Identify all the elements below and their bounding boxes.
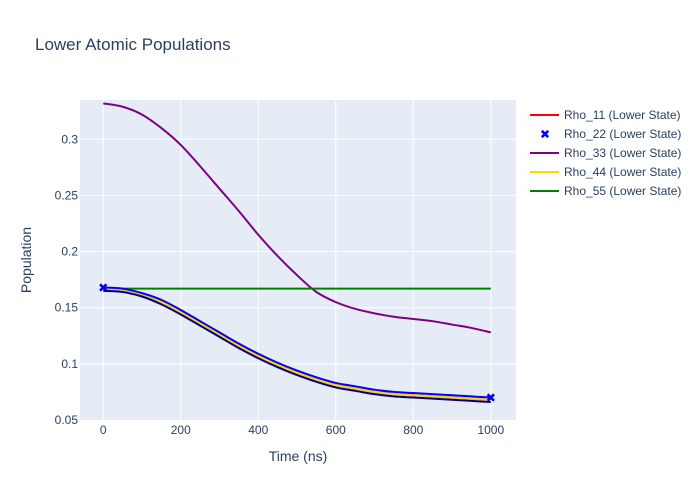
series-line-3: [103, 287, 491, 401]
legend-marker-icon: [540, 129, 550, 139]
legend-item-1[interactable]: Rho_22 (Lower State): [540, 127, 682, 141]
series-line-5: [103, 289, 491, 404]
x-tick-label: 400: [248, 423, 268, 437]
grid: [80, 100, 516, 420]
series-line-1: [103, 286, 491, 399]
y-axis-title: Population: [18, 227, 34, 293]
legend-item-3[interactable]: Rho_44 (Lower State): [530, 165, 681, 179]
legend-item-2[interactable]: Rho_33 (Lower State): [530, 146, 681, 160]
legend-item-0[interactable]: Rho_11 (Lower State): [530, 108, 681, 122]
legend-label: Rho_44 (Lower State): [564, 165, 681, 179]
y-tick-label: 0.25: [55, 188, 79, 202]
y-tick-label: 0.3: [61, 132, 78, 146]
y-tick-label: 0.05: [55, 413, 79, 427]
plot-area: [80, 100, 516, 420]
chart-title: Lower Atomic Populations: [35, 35, 231, 54]
y-axis-ticks: 0.05 0.1 0.15 0.2 0.25 0.3: [55, 132, 79, 427]
legend-label: Rho_11 (Lower State): [564, 108, 681, 122]
legend-label: Rho_33 (Lower State): [564, 146, 681, 160]
y-tick-label: 0.2: [61, 245, 78, 259]
series-marker-start: [99, 283, 108, 292]
y-tick-label: 0.15: [55, 301, 79, 315]
x-tick-label: 600: [326, 423, 346, 437]
series-marker-end: [486, 393, 495, 402]
x-tick-label: 0: [100, 423, 107, 437]
legend-item-4[interactable]: Rho_55 (Lower State): [530, 184, 681, 198]
x-tick-label: 200: [171, 423, 191, 437]
x-axis-ticks: 0 200 400 600 800 1000: [100, 423, 505, 437]
x-tick-label: 1000: [477, 423, 504, 437]
x-axis-title: Time (ns): [269, 448, 328, 464]
legend[interactable]: Rho_11 (Lower State) Rho_22 (Lower State)…: [530, 108, 681, 198]
x-tick-label: 800: [403, 423, 423, 437]
y-tick-label: 0.1: [61, 357, 78, 371]
legend-label: Rho_22 (Lower State): [564, 127, 681, 141]
legend-label: Rho_55 (Lower State): [564, 184, 681, 198]
series-line-2: [103, 102, 492, 334]
series-group: [99, 102, 495, 404]
